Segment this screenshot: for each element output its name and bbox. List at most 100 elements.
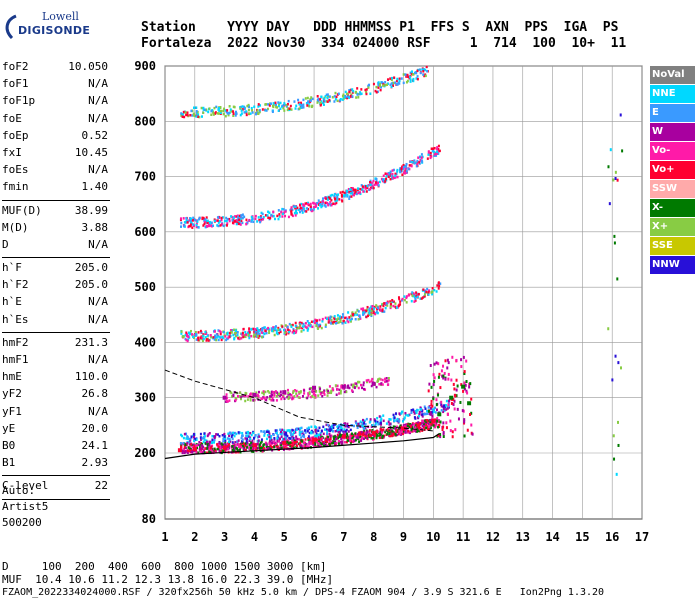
echo-point bbox=[218, 441, 221, 445]
echo-point bbox=[365, 88, 368, 91]
param-name: h`F2 bbox=[2, 278, 29, 292]
echo-point bbox=[283, 433, 286, 436]
echo-point bbox=[205, 332, 208, 335]
echo-point bbox=[389, 434, 392, 438]
echo-point bbox=[402, 430, 405, 433]
echo-point bbox=[407, 167, 410, 171]
echo-point bbox=[432, 397, 435, 401]
echo-point bbox=[346, 95, 349, 98]
echo-point bbox=[320, 438, 323, 441]
echo-point bbox=[345, 432, 348, 436]
echo-point bbox=[257, 112, 260, 116]
echo-point bbox=[249, 431, 252, 435]
param-group-muf: MUF(D) 38.99 M(D) 3.88 D N/A bbox=[2, 204, 110, 256]
echo-point bbox=[262, 331, 265, 335]
echo-point bbox=[349, 318, 352, 322]
echo-point bbox=[443, 371, 446, 375]
data-point bbox=[431, 418, 436, 423]
echo-point bbox=[274, 325, 277, 328]
param-value: N/A bbox=[88, 237, 108, 251]
echo-point bbox=[192, 223, 195, 226]
param-name: h`F bbox=[2, 261, 22, 275]
data-point bbox=[252, 443, 257, 448]
echo-point bbox=[616, 277, 619, 281]
echo-point bbox=[247, 333, 250, 337]
footer-distance-row: D 100 200 400 600 800 1000 1500 3000 [km… bbox=[2, 560, 327, 573]
param-value: 22 bbox=[94, 479, 108, 493]
echo-point bbox=[239, 395, 242, 399]
echo-point bbox=[202, 337, 205, 341]
echo-point bbox=[445, 421, 448, 425]
echo-point bbox=[246, 446, 249, 449]
echo-point bbox=[377, 83, 380, 87]
echo-point bbox=[215, 105, 218, 109]
echo-point bbox=[213, 330, 216, 333]
echo-point bbox=[310, 209, 313, 213]
echo-point bbox=[262, 396, 265, 399]
echo-point bbox=[308, 392, 311, 395]
legend-item: W bbox=[650, 123, 695, 141]
echo-point bbox=[284, 214, 287, 218]
echo-point bbox=[206, 444, 209, 448]
echo-point bbox=[428, 382, 431, 386]
param-value: 10.45 bbox=[74, 145, 108, 159]
echo-point bbox=[202, 111, 205, 114]
echo-point bbox=[215, 338, 218, 342]
echo-point bbox=[395, 172, 398, 176]
param-value: 110.0 bbox=[74, 370, 108, 384]
echo-point bbox=[180, 114, 183, 117]
echo-point bbox=[456, 384, 459, 388]
echo-point bbox=[326, 198, 329, 201]
echo-point bbox=[317, 439, 320, 442]
echo-point bbox=[225, 219, 228, 223]
echo-point bbox=[319, 101, 322, 105]
param-row: fxI 10.45 bbox=[2, 146, 110, 163]
echo-point bbox=[206, 442, 209, 446]
data-point bbox=[341, 434, 346, 439]
echo-point bbox=[199, 444, 202, 447]
echo-point bbox=[195, 106, 198, 109]
echo-point bbox=[188, 440, 191, 444]
echo-point bbox=[260, 397, 263, 400]
echo-point bbox=[221, 445, 224, 449]
echo-point bbox=[193, 437, 196, 441]
echo-point bbox=[201, 339, 204, 343]
echo-point bbox=[375, 304, 378, 307]
echo-point bbox=[191, 333, 194, 336]
echo-point bbox=[260, 438, 263, 441]
echo-point bbox=[265, 437, 268, 441]
echo-point bbox=[403, 425, 406, 428]
echo-point bbox=[378, 383, 381, 386]
echo-point bbox=[232, 394, 235, 398]
echo-point bbox=[206, 225, 209, 228]
echo-point bbox=[279, 446, 282, 450]
data-point bbox=[401, 426, 406, 431]
param-value: 231.3 bbox=[74, 335, 108, 349]
echo-point bbox=[233, 447, 236, 450]
echo-point bbox=[196, 220, 199, 223]
echo-point bbox=[356, 426, 359, 429]
echo-point bbox=[203, 438, 206, 441]
divider bbox=[2, 498, 110, 500]
echo-point bbox=[346, 422, 349, 426]
param-name: fmin bbox=[2, 180, 29, 194]
echo-point bbox=[347, 439, 350, 442]
echo-point bbox=[319, 438, 322, 441]
echo-point bbox=[289, 444, 292, 448]
echo-point bbox=[351, 193, 354, 196]
echo-point bbox=[362, 387, 365, 391]
echo-point bbox=[250, 441, 253, 444]
echo-point bbox=[299, 427, 302, 430]
echo-point bbox=[416, 421, 419, 425]
echo-point bbox=[293, 211, 296, 215]
echo-point bbox=[304, 202, 307, 205]
echo-point bbox=[429, 422, 432, 426]
echo-point bbox=[268, 329, 271, 332]
param-value: 20.0 bbox=[81, 421, 109, 435]
parameter-table: foF2 10.050 foF1 N/A foF1p N/A foE N/A foEp 0.52 f… bbox=[2, 60, 110, 503]
echo-point bbox=[323, 393, 326, 396]
echo-point bbox=[242, 327, 245, 331]
echo-point bbox=[327, 95, 330, 98]
echo-point bbox=[418, 410, 421, 414]
echo-point bbox=[381, 428, 384, 432]
